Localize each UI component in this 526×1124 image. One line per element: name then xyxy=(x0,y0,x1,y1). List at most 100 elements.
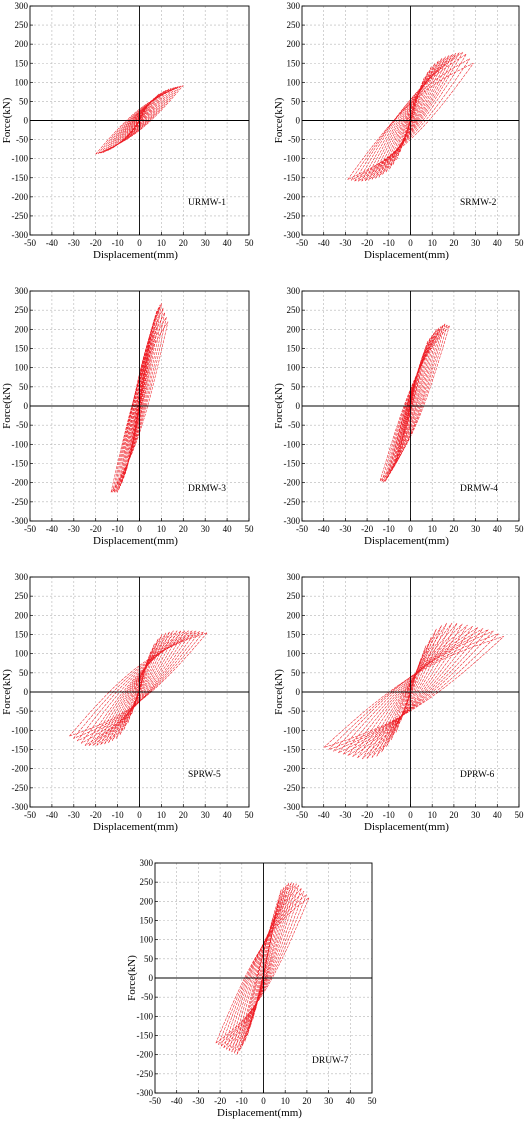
x-tick-label: 50 xyxy=(515,238,525,248)
y-tick-label: -100 xyxy=(12,725,29,735)
hysteresis-loop xyxy=(126,328,153,470)
hysteresis-loop xyxy=(398,347,426,452)
x-tick-label: 10 xyxy=(281,1096,291,1106)
specimen-label: DPRW-6 xyxy=(460,770,495,780)
y-tick-label: -100 xyxy=(284,439,301,449)
y-tick-label: -300 xyxy=(12,230,29,240)
hysteresis-loop xyxy=(239,884,287,1051)
x-tick-label: 0 xyxy=(137,238,142,248)
x-tick-label: -10 xyxy=(383,524,395,534)
x-tick-label: 50 xyxy=(245,810,255,820)
y-tick-label: -200 xyxy=(284,478,301,488)
x-tick-label: -50 xyxy=(24,810,36,820)
hysteresis-loop xyxy=(107,88,172,151)
hysteresis-loop xyxy=(69,632,209,737)
x-tick-label: -30 xyxy=(339,524,351,534)
x-tick-label: 20 xyxy=(179,238,189,248)
x-tick-label: -30 xyxy=(68,238,80,248)
x-tick-label: 50 xyxy=(515,524,525,534)
y-axis-label: Force(kN) xyxy=(1,383,13,429)
hysteresis-loop xyxy=(375,56,446,179)
y-tick-label: -200 xyxy=(137,1050,154,1060)
y-tick-label: -50 xyxy=(16,420,28,430)
y-tick-label: 300 xyxy=(287,1,301,11)
hysteresis-loop xyxy=(88,630,189,746)
y-tick-label: 150 xyxy=(140,916,154,926)
chart-panel-drmw-4: -50 -40 -30 -20 -10 0 10 20 30 40 5030025020015010… xyxy=(273,286,524,547)
x-tick-label: 0 xyxy=(408,524,413,534)
y-tick-label: -50 xyxy=(16,135,28,145)
y-tick-label: 50 xyxy=(19,96,29,106)
hysteresis-loop xyxy=(323,636,504,748)
hysteresis-loop xyxy=(386,326,442,479)
y-tick-label: -200 xyxy=(12,764,29,774)
hysteresis-loop xyxy=(395,337,431,461)
hysteresis-loop xyxy=(127,651,152,724)
hysteresis-loop xyxy=(386,628,437,747)
x-tick-label: 40 xyxy=(493,810,503,820)
y-tick-label: 200 xyxy=(287,39,301,49)
y-tick-label: -50 xyxy=(288,706,300,716)
x-tick-label: -50 xyxy=(149,1096,161,1106)
x-tick-label: -10 xyxy=(236,1096,248,1106)
hysteresis-loop xyxy=(80,630,197,744)
hysteresis-loop xyxy=(381,625,442,753)
y-tick-label: 200 xyxy=(287,324,301,334)
y-axis-label: Force(kN) xyxy=(1,97,13,143)
y-tick-label: 100 xyxy=(15,77,29,87)
hysteresis-loop xyxy=(396,340,429,457)
y-tick-label: 100 xyxy=(287,77,301,87)
hysteresis-loop xyxy=(115,634,163,739)
y-tick-label: 150 xyxy=(15,630,29,640)
y-tick-label: 250 xyxy=(15,591,29,601)
x-tick-label: 40 xyxy=(223,810,233,820)
hysteresis-loop xyxy=(228,883,297,1052)
y-tick-label: 150 xyxy=(287,344,301,354)
x-tick-label: 10 xyxy=(157,810,167,820)
hysteresis-loop xyxy=(378,58,443,178)
x-tick-label: -40 xyxy=(318,810,330,820)
y-tick-label: 200 xyxy=(15,39,29,49)
hysteresis-loop xyxy=(114,91,165,147)
x-tick-label: 40 xyxy=(346,1096,356,1106)
hysteresis-loop xyxy=(391,332,435,470)
y-tick-label: -150 xyxy=(137,1031,154,1041)
chart-panel-dprw-6: -50 -40 -30 -20 -10 0 10 20 30 40 5030025020015010… xyxy=(273,572,524,833)
y-tick-label: 0 xyxy=(296,687,301,697)
x-tick-label: -40 xyxy=(171,1096,183,1106)
x-tick-label: 20 xyxy=(302,1096,312,1106)
y-tick-label: -300 xyxy=(284,230,301,240)
hysteresis-loop xyxy=(110,321,169,493)
x-tick-label: -40 xyxy=(318,524,330,534)
x-tick-label: -30 xyxy=(68,524,80,534)
x-tick-label: -50 xyxy=(296,238,308,248)
y-tick-label: -300 xyxy=(137,1088,154,1098)
hysteresis-loop xyxy=(384,324,444,482)
hysteresis-loop xyxy=(120,307,159,486)
x-tick-label: -30 xyxy=(339,810,351,820)
hysteresis-loop xyxy=(383,323,446,483)
y-tick-label: 50 xyxy=(144,954,154,964)
hysteresis-loop xyxy=(73,631,204,739)
x-tick-label: 40 xyxy=(223,238,233,248)
x-tick-label: -10 xyxy=(112,524,124,534)
y-tick-label: 50 xyxy=(19,668,29,678)
x-tick-label: -10 xyxy=(112,810,124,820)
hysteresis-loop xyxy=(128,336,151,463)
y-tick-label: 250 xyxy=(15,20,29,30)
x-tick-label: 30 xyxy=(471,810,481,820)
hysteresis-loop xyxy=(371,622,453,758)
y-tick-label: 300 xyxy=(140,858,154,868)
hysteresis-loop xyxy=(110,88,169,150)
y-axis-label: Force(kN) xyxy=(273,383,285,429)
y-tick-label: -100 xyxy=(284,725,301,735)
x-tick-label: 30 xyxy=(201,524,211,534)
x-tick-label: -30 xyxy=(192,1096,204,1106)
y-tick-label: 50 xyxy=(19,382,29,392)
specimen-label: URMW-1 xyxy=(188,198,226,208)
y-tick-label: 200 xyxy=(140,896,154,906)
x-axis-label: Displacement(mm) xyxy=(217,1107,302,1119)
y-tick-label: 0 xyxy=(24,116,29,126)
hysteresis-loop xyxy=(119,93,160,144)
